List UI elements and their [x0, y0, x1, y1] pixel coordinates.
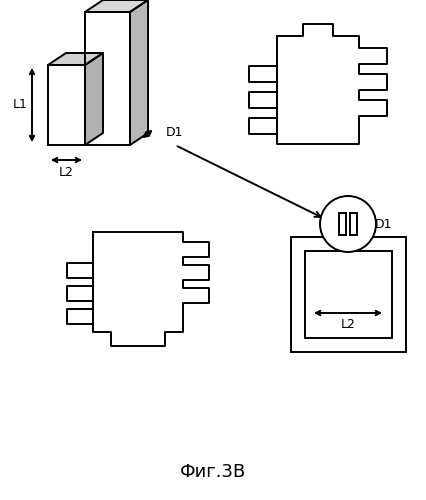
Circle shape — [320, 196, 376, 252]
Polygon shape — [130, 0, 148, 145]
Polygon shape — [85, 12, 130, 145]
Text: D1: D1 — [375, 218, 392, 230]
Text: L2: L2 — [340, 318, 355, 332]
Polygon shape — [48, 53, 103, 65]
Bar — [291, 237, 406, 352]
Polygon shape — [85, 0, 148, 12]
Text: D1: D1 — [166, 126, 184, 138]
Polygon shape — [48, 65, 85, 145]
Text: L2: L2 — [58, 166, 73, 178]
Text: Фиг.3В: Фиг.3В — [180, 463, 246, 481]
Text: L1: L1 — [12, 98, 27, 112]
Bar — [305, 251, 392, 338]
Bar — [350, 213, 357, 235]
Polygon shape — [85, 53, 103, 145]
Bar — [339, 213, 346, 235]
